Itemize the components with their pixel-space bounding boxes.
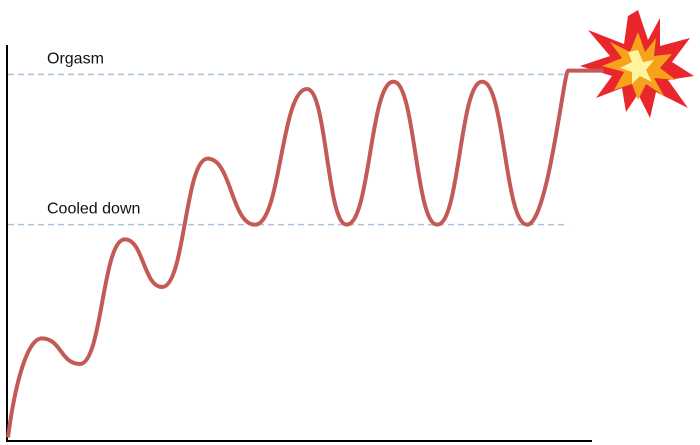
explosion-icon (580, 10, 694, 118)
reference-label: Cooled down (47, 201, 140, 218)
curve (6, 68, 604, 438)
reference-label: Orgasm (47, 50, 104, 67)
